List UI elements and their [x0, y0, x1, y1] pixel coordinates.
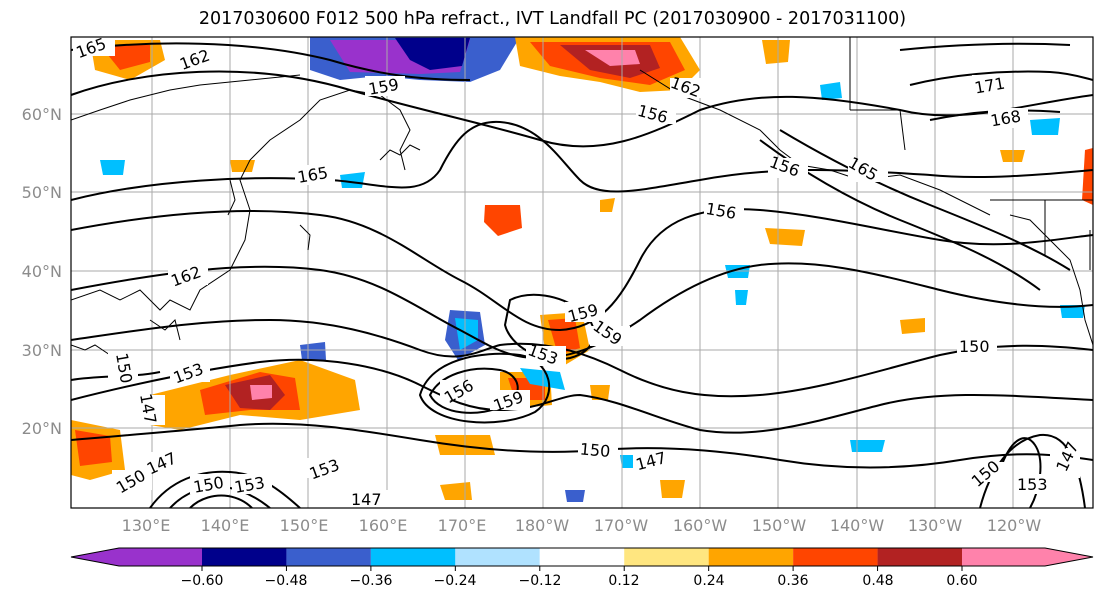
lat-label-40n: 40°N	[22, 262, 62, 281]
contour-label: 150	[579, 439, 611, 461]
colorbar-tick-label: −0.36	[350, 573, 393, 589]
lat-label-50n: 50°N	[22, 183, 62, 202]
map-background	[71, 37, 1093, 508]
lon-label: 180°W	[515, 516, 570, 535]
lon-label: 160°E	[359, 516, 408, 535]
colorbar-tick-label: 0.36	[777, 573, 808, 589]
lat-label-30n: 30°N	[22, 341, 62, 360]
lat-label-20n: 20°N	[22, 419, 62, 438]
colorbar-cell	[962, 548, 1093, 566]
lat-label-60n: 60°N	[22, 105, 62, 124]
colorbar-cell	[286, 548, 371, 566]
colorbar-ticks	[201, 566, 963, 571]
colorbar-tick-label: 0.48	[862, 573, 893, 589]
colorbar-tick-label: −0.48	[265, 573, 308, 589]
lon-label: 150°E	[280, 516, 329, 535]
colorbar-tick-label: −0.60	[181, 573, 224, 589]
negative-anomaly-deep	[395, 38, 470, 70]
coastlines	[71, 37, 1093, 356]
map-frame	[70, 36, 1094, 509]
colorbar-cell	[71, 548, 202, 566]
contour-label: 150	[959, 337, 990, 356]
colorbar-cell	[877, 548, 962, 566]
colorbar-tick-labels: −0.60 −0.48 −0.36 −0.24 −0.12 0.12 0.24 …	[181, 573, 978, 589]
colorbar-cell	[793, 548, 878, 566]
lon-label: 170°W	[594, 516, 649, 535]
colorbar-cell	[370, 548, 456, 566]
colorbar-tick-label: 0.60	[946, 573, 977, 589]
lon-label: 140°W	[830, 516, 885, 535]
colorbar-cell	[624, 548, 709, 566]
colorbar-cell	[539, 548, 625, 566]
colorbar-tick-label: 0.24	[693, 573, 724, 589]
colorbar-tick-label: −0.24	[434, 573, 477, 589]
colorbar-tick-label: 0.12	[608, 573, 639, 589]
colorbar-cell	[455, 548, 540, 566]
figure-title: 2017030600 F012 500 hPa refract., IVT La…	[198, 9, 907, 29]
colorbar-outline	[70, 547, 1094, 567]
lon-label: 130°W	[908, 516, 963, 535]
lon-label: 140°E	[201, 516, 250, 535]
contour-label: 153	[1017, 475, 1048, 494]
colorbar-tick-label: −0.12	[519, 573, 562, 589]
lon-label: 130°E	[122, 516, 171, 535]
lon-label: 150°W	[752, 516, 807, 535]
latitude-labels: 60°N 50°N 40°N 30°N 20°N	[22, 105, 62, 438]
colorbar-cell	[708, 548, 794, 566]
colorbar-cell	[202, 548, 287, 566]
longitude-labels: 130°E 140°E 150°E 160°E 170°E 180°W 170°…	[122, 516, 1042, 535]
lon-label: 160°W	[673, 516, 728, 535]
colorbar-cells	[70, 547, 1094, 567]
contour-label: 147	[351, 490, 382, 509]
lon-label: 120°W	[987, 516, 1042, 535]
colorbar: −0.60 −0.48 −0.36 −0.24 −0.12 0.12 0.24 …	[70, 547, 1094, 589]
lon-label: 170°E	[438, 516, 487, 535]
